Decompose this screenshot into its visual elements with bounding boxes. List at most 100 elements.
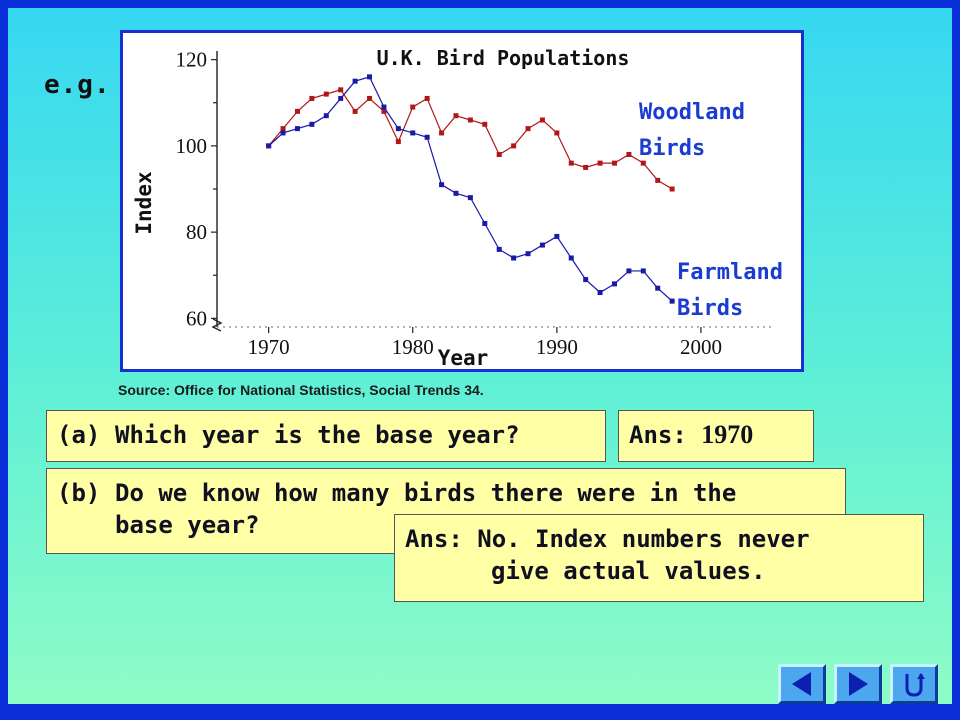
series-label: Birds <box>677 296 743 321</box>
series-label: Farmland <box>677 260 783 285</box>
data-point <box>568 160 574 166</box>
data-point <box>424 134 430 140</box>
data-point <box>640 160 646 166</box>
data-point <box>266 143 272 149</box>
x-tick-label: 2000 <box>680 335 722 359</box>
data-point <box>611 281 617 287</box>
data-point <box>395 126 401 132</box>
answer-b-line1: No. Index numbers never <box>477 525 810 553</box>
source-note: Source: Office for National Statistics, … <box>118 382 484 398</box>
data-point <box>309 121 315 127</box>
question-b-label: (b) <box>57 479 101 507</box>
data-point <box>338 95 344 101</box>
answer-b-line2: give actual values. <box>491 557 766 585</box>
data-point <box>294 108 300 114</box>
data-point <box>655 285 661 291</box>
series-line-farmland <box>268 76 673 302</box>
previous-slide-button[interactable] <box>778 664 826 704</box>
series-label: Birds <box>639 136 705 161</box>
chart-labels: U.K. Bird Populations Year Index Woodland Bi… <box>132 46 783 369</box>
x-tick-label: 1970 <box>248 335 290 359</box>
question-b-line1: Do we know how many birds there were in … <box>115 479 737 507</box>
data-point <box>410 104 416 110</box>
slide-navigation <box>778 664 950 704</box>
data-point <box>482 221 488 226</box>
chart-title: U.K. Bird Populations <box>377 46 630 70</box>
answer-a-prefix: Ans: <box>629 421 687 449</box>
data-point <box>323 91 329 97</box>
data-point <box>439 130 445 136</box>
return-button[interactable] <box>890 664 938 704</box>
data-point <box>467 195 473 201</box>
data-point <box>669 186 675 192</box>
y-tick-label: 100 <box>176 134 208 158</box>
data-point <box>655 177 661 183</box>
example-label: e.g. <box>44 70 111 100</box>
data-point <box>352 78 358 84</box>
data-point <box>539 242 545 248</box>
data-point <box>597 160 603 166</box>
chart-axes: 60 80 100 120 1970 1980 1990 2000 <box>176 48 773 359</box>
x-tick-label: 1990 <box>536 335 578 359</box>
series-line-woodland <box>268 89 673 190</box>
data-point <box>424 95 430 101</box>
answer-a-box: Ans: 1970 <box>618 410 814 462</box>
chart-panel: 60 80 100 120 1970 1980 1990 2000 U.K. Bird Pop… <box>120 30 804 372</box>
data-point <box>467 117 473 123</box>
data-point <box>554 233 560 239</box>
question-a-text: Which year is the base year? <box>115 421 520 449</box>
return-icon <box>905 673 925 697</box>
data-point <box>626 152 632 157</box>
data-point <box>539 117 545 123</box>
data-point <box>511 143 517 149</box>
data-point <box>323 113 329 119</box>
data-point <box>525 251 531 257</box>
x-tick-label: 1980 <box>392 335 434 359</box>
data-point <box>294 126 300 132</box>
y-tick-label: 120 <box>176 48 208 72</box>
data-point <box>496 246 502 252</box>
y-tick-label: 60 <box>186 306 207 330</box>
data-point <box>496 152 502 157</box>
data-point <box>367 95 373 101</box>
data-point <box>482 121 488 127</box>
data-point <box>352 108 358 114</box>
data-point <box>583 164 589 170</box>
data-point <box>439 182 445 188</box>
answer-b-prefix: Ans: <box>405 525 463 553</box>
x-axis-label: Year <box>438 346 489 369</box>
bird-populations-chart: 60 80 100 120 1970 1980 1990 2000 U.K. Bird Pop… <box>132 46 783 369</box>
data-point <box>381 104 387 110</box>
forward-arrow-icon <box>849 672 868 696</box>
data-point <box>453 113 459 119</box>
data-point <box>669 298 675 304</box>
series-label: Woodland <box>639 100 745 125</box>
data-point <box>309 95 315 101</box>
question-b-line2: base year? <box>115 511 260 539</box>
data-point <box>280 126 286 132</box>
data-point <box>611 160 617 166</box>
slide: e.g. 60 80 100 120 1970 1980 1990 2000 U.K. Bir… <box>8 8 952 704</box>
data-point <box>410 130 416 136</box>
data-point <box>554 130 560 136</box>
y-axis-label: Index <box>132 171 156 235</box>
data-point <box>597 290 603 295</box>
data-point <box>395 139 401 145</box>
y-tick-label: 80 <box>186 220 207 244</box>
question-a-box: (a) Which year is the base year? <box>46 410 606 462</box>
data-point <box>381 108 387 114</box>
data-point <box>525 126 531 132</box>
data-point <box>640 268 646 274</box>
data-point <box>511 255 517 261</box>
data-point <box>367 74 373 80</box>
data-point <box>453 190 459 196</box>
data-point <box>338 87 344 93</box>
data-point <box>583 277 589 283</box>
next-slide-button[interactable] <box>834 664 882 704</box>
data-point <box>568 255 574 261</box>
chart-series <box>266 74 675 304</box>
answer-b-box: Ans: No. Index numbers never give actual… <box>394 514 924 602</box>
data-point <box>280 130 286 136</box>
answer-a-value: 1970 <box>701 420 754 449</box>
axis-break-icon <box>211 318 223 332</box>
